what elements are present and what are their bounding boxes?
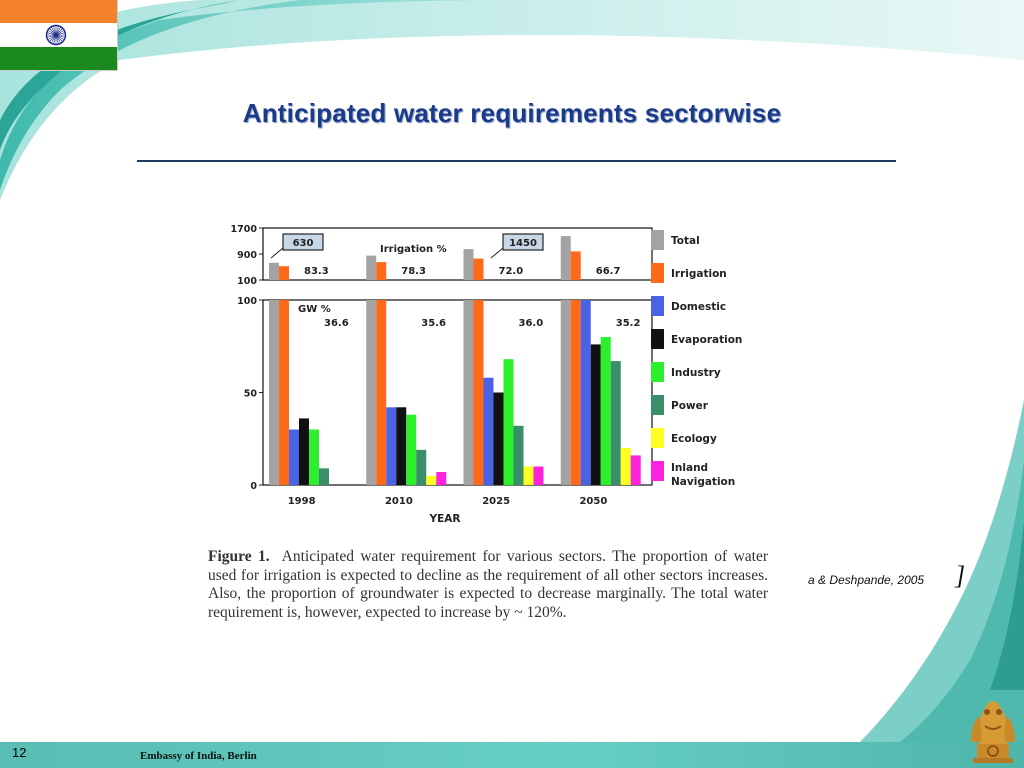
bar-domestic xyxy=(289,429,299,485)
legend-swatch-ecology xyxy=(651,428,664,448)
bar-total xyxy=(463,300,474,485)
bar-upper-irrigation xyxy=(279,266,289,280)
bar-upper-total xyxy=(269,262,279,280)
legend-label-evaporation: Evaporation xyxy=(671,334,742,346)
citation-bracket: ] xyxy=(955,561,966,590)
bar-irrigation xyxy=(473,300,484,485)
bar-ecology xyxy=(426,475,437,485)
lower-y-tick-label: 50 xyxy=(244,389,258,400)
bar-upper-irrigation xyxy=(473,258,484,280)
water-requirement-chart: 1700 900 100 100 50 0 83.3 36.6 1998 78.3 35.6 2010… xyxy=(231,224,743,525)
gw-percent-label: 36.0 xyxy=(519,318,544,329)
bar-upper-irrigation xyxy=(376,262,387,280)
bar-evaporation xyxy=(396,407,407,485)
irrigation-percent-label: 72.0 xyxy=(499,266,524,277)
upper-y-tick-label: 900 xyxy=(237,250,257,261)
bar-power xyxy=(610,361,621,485)
legend-label-domestic: Domestic xyxy=(671,301,726,313)
irrigation-percent-label: 83.3 xyxy=(304,266,329,277)
bar-ecology xyxy=(620,448,631,485)
gw-percent-label: 36.6 xyxy=(324,318,349,329)
citation: a & Deshpande, 2005 xyxy=(808,573,925,587)
upper-y-tick-label: 1700 xyxy=(231,224,258,235)
bar-upper-total xyxy=(463,249,474,280)
figure-label: Figure 1. xyxy=(208,548,270,565)
legend-label-ecology: Ecology xyxy=(671,433,717,445)
gw-percent-title: GW % xyxy=(298,304,331,315)
lower-y-tick-label: 100 xyxy=(237,296,257,307)
legend-swatch-industry xyxy=(651,362,664,382)
bar-inland-navigation xyxy=(630,455,641,485)
bar-irrigation xyxy=(376,300,387,485)
callout-pointer xyxy=(490,247,504,259)
bar-power xyxy=(513,425,524,485)
bar-power xyxy=(416,449,427,485)
footer-organization: Embassy of India, Berlin xyxy=(140,750,257,762)
callout-box xyxy=(282,233,324,251)
bar-total xyxy=(366,300,377,485)
bar-industry xyxy=(406,414,417,485)
irrigation-percent-label: 66.7 xyxy=(596,266,621,277)
bar-upper-total xyxy=(366,255,377,280)
state-emblem-icon xyxy=(971,701,1015,763)
callout-pointer xyxy=(270,247,284,259)
legend-label-inland-navigation: Inland xyxy=(671,462,708,474)
bar-industry xyxy=(600,337,611,485)
legend-label-power: Power xyxy=(671,400,709,412)
bar-domestic xyxy=(580,300,591,485)
irrigation-percent-title: Irrigation % xyxy=(380,244,447,255)
x-axis-label: YEAR xyxy=(429,513,461,525)
legend-swatch-irrigation xyxy=(651,263,664,283)
bar-upper-irrigation xyxy=(570,251,581,280)
x-tick-label: 2025 xyxy=(482,496,510,507)
legend-swatch-power xyxy=(651,395,664,415)
bar-upper-total xyxy=(560,236,571,280)
x-tick-label: 2010 xyxy=(385,496,413,507)
bar-total xyxy=(560,300,571,485)
x-tick-label: 1998 xyxy=(288,496,316,507)
bar-industry xyxy=(309,429,319,485)
legend-label-industry: Industry xyxy=(671,367,721,379)
bar-evaporation xyxy=(493,392,504,485)
bar-evaporation xyxy=(590,344,601,485)
bar-domestic xyxy=(386,407,397,485)
lower-y-tick-label: 0 xyxy=(250,481,257,492)
figure-caption-text: Anticipated water requirement for variou… xyxy=(208,548,769,621)
legend-label-irrigation: Irrigation xyxy=(671,268,727,280)
page-number: 12 xyxy=(12,745,27,760)
legend-label-inland-navigation-line2: Navigation xyxy=(671,476,735,488)
bar-domestic xyxy=(483,377,494,485)
bar-irrigation xyxy=(279,300,289,485)
bar-total xyxy=(269,300,279,485)
bar-irrigation xyxy=(570,300,581,485)
bar-evaporation xyxy=(299,418,309,485)
callout-value: 1450 xyxy=(509,238,537,249)
title-divider xyxy=(137,160,896,162)
legend-swatch-inland-navigation xyxy=(651,461,664,481)
upper-y-tick-label: 100 xyxy=(237,276,257,287)
gw-percent-label: 35.6 xyxy=(421,318,446,329)
callout-value: 630 xyxy=(293,238,314,249)
slide-title: Anticipated water requirements sectorwis… xyxy=(242,98,782,128)
footer-bar xyxy=(0,742,1024,768)
irrigation-percent-label: 78.3 xyxy=(401,266,426,277)
bar-inland-navigation xyxy=(533,466,544,485)
bar-ecology xyxy=(523,466,534,485)
bar-inland-navigation xyxy=(436,472,447,485)
legend-swatch-evaporation xyxy=(651,329,664,349)
bar-power xyxy=(319,468,329,485)
legend-label-total: Total xyxy=(671,235,700,247)
legend-swatch-total xyxy=(651,230,664,250)
x-tick-label: 2050 xyxy=(579,496,607,507)
bar-industry xyxy=(503,359,514,485)
callout-box xyxy=(502,233,544,251)
gw-percent-label: 35.2 xyxy=(616,318,641,329)
ashoka-chakra-icon xyxy=(45,24,67,46)
figure-caption: Figure 1. Anticipated water requirement f… xyxy=(208,548,768,622)
legend-swatch-domestic xyxy=(651,296,664,316)
india-flag xyxy=(0,0,118,71)
